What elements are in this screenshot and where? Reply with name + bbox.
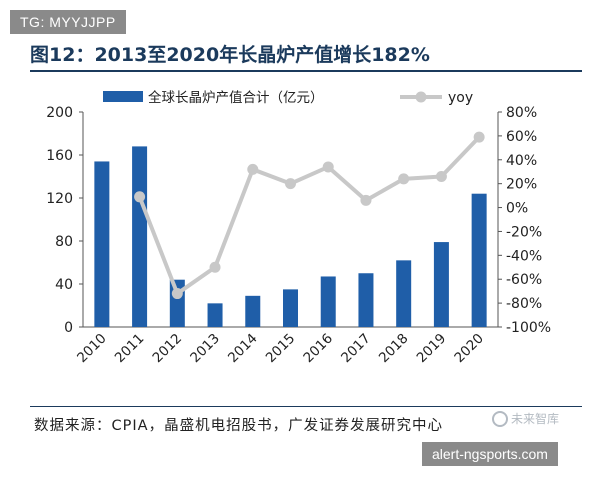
chart-title: 图12：2013至2020年长晶炉产值增长182%: [30, 44, 430, 66]
right-tick-label: 80%: [506, 105, 537, 121]
legend-bar-label: 全球长晶炉产值合计（亿元）: [148, 89, 324, 106]
bar-2018: [396, 260, 412, 327]
title-divider: [30, 70, 582, 72]
yoy-point: [360, 194, 372, 206]
right-tick-label: 60%: [506, 129, 537, 145]
x-tick-label: 2012: [150, 331, 186, 367]
yoy-point: [134, 191, 146, 203]
right-tick-label: 0%: [506, 201, 528, 217]
right-tick-label: -20%: [506, 224, 542, 240]
x-tick-label: 2016: [300, 331, 336, 367]
yoy-point: [285, 178, 296, 190]
x-tick-label: 2011: [112, 331, 148, 367]
yoy-point: [473, 131, 485, 143]
x-tick-label: 2017: [338, 331, 374, 367]
right-tick-label: 40%: [506, 153, 537, 169]
logo-watermark: 未来智库: [492, 410, 559, 427]
legend-bar-swatch: [103, 91, 143, 102]
x-tick-label: 2014: [225, 331, 261, 367]
right-tick-label: -40%: [506, 248, 542, 264]
chart-svg: 0 40 80 120 160 200 -100% -80% -60% -40% -20% 0% 20%…: [46, 89, 551, 367]
watermark-tag-bottom: alert-ngsports.com: [422, 442, 558, 466]
right-tick-label: -60%: [506, 272, 542, 288]
watermark-tag-top: TG: MYYJJPP: [10, 10, 126, 34]
legend-line-marker: [415, 91, 427, 103]
bar-2020: [471, 193, 487, 327]
x-tick-label: 2019: [414, 331, 450, 367]
bar-2017: [358, 273, 374, 327]
right-tick-label: 20%: [506, 177, 537, 193]
x-tick-label: 2018: [376, 331, 412, 367]
bar-2019: [433, 242, 449, 327]
yoy-point: [209, 261, 221, 273]
bar-2011: [132, 146, 148, 327]
yoy-point: [398, 173, 410, 185]
bar-2013: [207, 303, 223, 327]
bar-2014: [245, 295, 261, 327]
left-tick-label: 40: [55, 277, 73, 293]
right-tick-label: -100%: [506, 320, 551, 336]
yoy-point: [171, 288, 183, 300]
left-tick-label: 160: [46, 148, 73, 164]
source-note: 数据来源：CPIA，晶盛机电招股书，广发证券发展研究中心: [34, 418, 444, 434]
left-tick-label: 80: [55, 234, 73, 250]
x-tick-label: 2015: [263, 331, 299, 367]
left-tick-label: 120: [46, 191, 73, 207]
source-divider: [30, 406, 582, 407]
x-tick-label: 2010: [74, 331, 110, 367]
bar-2015: [283, 289, 298, 327]
legend-line-label: yoy: [448, 90, 473, 106]
left-tick-label: 200: [46, 105, 73, 121]
bar-2016: [320, 276, 336, 327]
bar-2010: [94, 161, 110, 327]
x-tick-label: 2020: [451, 331, 487, 367]
yoy-line: [137, 135, 481, 296]
yoy-point: [322, 161, 334, 173]
logo-icon: [492, 410, 508, 427]
right-tick-label: -80%: [506, 296, 542, 312]
logo-text: 未来智库: [511, 412, 560, 426]
yoy-point: [435, 171, 447, 182]
x-tick-label: 2013: [187, 331, 223, 367]
left-tick-label: 0: [64, 320, 73, 336]
yoy-point: [247, 163, 259, 175]
bar-2012: [169, 279, 185, 327]
